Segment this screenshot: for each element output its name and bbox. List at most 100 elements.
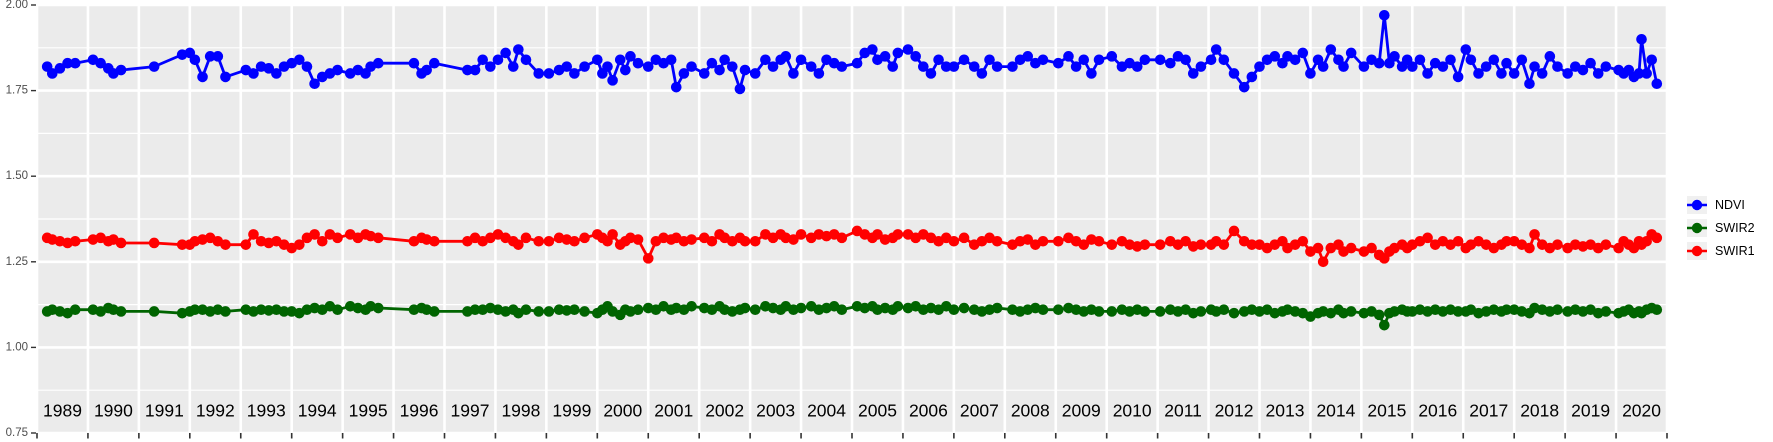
data-point-NDVI — [706, 57, 718, 69]
data-point-SWIR1 — [1195, 239, 1207, 250]
data-point-NDVI — [485, 61, 496, 72]
y-axis-label: 1.25 — [6, 256, 28, 268]
legend-label: NDVI — [1715, 198, 1745, 212]
data-point-NDVI — [698, 68, 710, 79]
data-point-SWIR2 — [1452, 306, 1464, 317]
data-point-SWIR1 — [1218, 239, 1230, 250]
data-point-SWIR2 — [569, 304, 580, 316]
data-point-NDVI — [1305, 68, 1316, 79]
data-point-NDVI — [887, 61, 899, 72]
data-point-NDVI — [429, 57, 440, 69]
x-axis-year-label: 1993 — [247, 401, 286, 421]
data-point-NDVI — [902, 44, 914, 55]
data-point-SWIR2 — [533, 306, 545, 317]
x-axis-year-label: 2009 — [1062, 401, 1101, 421]
data-point-NDVI — [561, 61, 573, 72]
data-point-NDVI — [1552, 61, 1563, 72]
x-axis-year-label: 2010 — [1113, 401, 1152, 421]
data-point-SWIR1 — [1317, 256, 1329, 268]
data-point-NDVI — [1131, 61, 1143, 72]
data-point-NDVI — [1445, 54, 1456, 66]
data-point-SWIR2 — [1373, 309, 1385, 321]
data-point-NDVI — [579, 61, 590, 72]
data-point-SWIR2 — [1218, 304, 1230, 316]
data-point-NDVI — [1641, 68, 1652, 79]
data-point-NDVI — [1529, 61, 1540, 72]
legend-key-icon — [1687, 219, 1707, 237]
data-point-NDVI — [520, 54, 532, 66]
data-point-SWIR1 — [795, 229, 807, 240]
data-point-SWIR1 — [1312, 242, 1324, 254]
data-point-SWIR1 — [1052, 235, 1064, 247]
data-point-NDVI — [592, 54, 603, 66]
data-point-NDVI — [332, 64, 343, 76]
legend-entry-swir2: SWIR2 — [1687, 219, 1755, 237]
data-point-NDVI — [1414, 54, 1426, 66]
data-point-NDVI — [1086, 68, 1097, 79]
data-point-NDVI — [1093, 54, 1105, 66]
x-axis-year-label: 1991 — [145, 401, 184, 421]
data-point-NDVI — [1646, 54, 1658, 66]
x-axis-year-label: 1994 — [298, 401, 337, 421]
data-point-NDVI — [69, 57, 81, 69]
data-point-SWIR1 — [958, 232, 970, 244]
data-point-NDVI — [1269, 51, 1281, 62]
data-point-NDVI — [1501, 57, 1512, 69]
data-point-NDVI — [1536, 68, 1548, 79]
data-point-NDVI — [1651, 78, 1663, 90]
data-point-NDVI — [1165, 57, 1176, 69]
data-point-SWIR2 — [189, 304, 201, 316]
data-point-SWIR2 — [263, 305, 275, 316]
data-point-NDVI — [271, 68, 282, 79]
x-axis-year-label: 2017 — [1469, 401, 1508, 421]
data-point-NDVI — [263, 63, 275, 74]
data-point-NDVI — [958, 54, 970, 66]
data-point-SWIR1 — [176, 239, 188, 250]
data-point-NDVI — [1246, 71, 1258, 83]
data-point-NDVI — [148, 61, 160, 72]
data-point-NDVI — [851, 57, 863, 69]
legend-label: SWIR1 — [1715, 244, 1755, 258]
data-point-NDVI — [726, 61, 738, 72]
data-point-SWIR1 — [1078, 239, 1090, 250]
data-point-NDVI — [1452, 71, 1464, 83]
data-point-SWIR1 — [1154, 239, 1166, 250]
y-axis-label: 1.50 — [6, 170, 28, 182]
data-point-NDVI — [212, 51, 224, 62]
data-point-SWIR1 — [739, 235, 751, 247]
data-point-NDVI — [1508, 68, 1520, 79]
data-point-NDVI — [767, 61, 779, 72]
data-point-SWIR1 — [749, 235, 761, 247]
data-point-NDVI — [984, 54, 995, 66]
data-point-SWIR1 — [248, 229, 259, 240]
data-point-NDVI — [1218, 54, 1230, 66]
data-point-NDVI — [795, 54, 807, 66]
data-point-NDVI — [1437, 61, 1449, 72]
data-point-SWIR1 — [1037, 235, 1049, 247]
data-point-SWIR1 — [569, 235, 580, 247]
data-point-NDVI — [1187, 68, 1199, 79]
data-point-NDVI — [1516, 54, 1528, 66]
x-axis-year-label: 2006 — [909, 401, 948, 421]
data-point-SWIR2 — [749, 304, 761, 316]
x-axis-year-label: 2008 — [1011, 401, 1050, 421]
data-point-NDVI — [477, 54, 489, 66]
data-point-SWIR1 — [220, 239, 231, 250]
data-point-SWIR1 — [429, 235, 440, 247]
data-point-NDVI — [492, 54, 504, 66]
data-point-NDVI — [46, 68, 58, 79]
data-point-NDVI — [189, 54, 201, 66]
data-point-SWIR2 — [1106, 306, 1118, 317]
data-point-SWIR1 — [1228, 225, 1240, 237]
data-point-SWIR1 — [892, 229, 904, 240]
data-point-SWIR2 — [255, 304, 267, 316]
data-point-SWIR2 — [1195, 306, 1207, 317]
data-point-NDVI — [991, 61, 1003, 72]
data-point-SWIR1 — [1139, 239, 1151, 250]
data-point-SWIR2 — [686, 301, 697, 312]
data-point-NDVI — [115, 64, 127, 76]
x-axis-year-label: 2016 — [1418, 401, 1457, 421]
data-point-NDVI — [1078, 54, 1090, 66]
